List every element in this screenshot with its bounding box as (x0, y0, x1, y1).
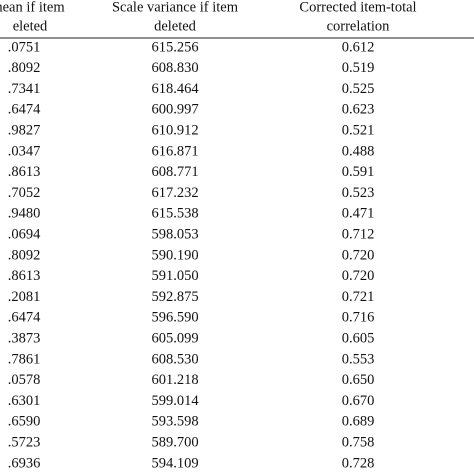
table-cell: 615.538 (151, 206, 198, 222)
header-cell: correlation (327, 18, 391, 34)
table-cell: 593.598 (151, 414, 198, 430)
table-cell: 605.099 (151, 331, 198, 347)
table-cell: 0.523 (342, 185, 375, 201)
table-cell: 0.720 (342, 268, 375, 284)
header-cell: deleted (154, 18, 197, 34)
table-cell: 599.014 (151, 393, 199, 409)
table-cell: .0694 (8, 227, 41, 243)
table-cell: 616.871 (151, 143, 198, 159)
table-cell: .7341 (8, 81, 41, 97)
table-cell: .8613 (8, 164, 41, 180)
table-cell: .0347 (8, 143, 41, 159)
table-cell: 0.689 (342, 414, 375, 430)
table-cell: 0.605 (342, 331, 375, 347)
header-cell: Scale variance if item (112, 0, 239, 15)
table-cell: 0.519 (342, 60, 375, 76)
table-cell: 0.553 (342, 351, 375, 367)
table-cell: 0.670 (342, 393, 375, 409)
table-cell: 608.771 (151, 164, 198, 180)
table-cell: 615.256 (151, 39, 198, 55)
table-cell: 0.591 (342, 164, 375, 180)
table-cell: .7861 (8, 351, 41, 367)
table-cell: 591.050 (151, 268, 198, 284)
header-cell: eleted (13, 18, 48, 34)
table-cell: 0.716 (342, 310, 375, 326)
table-cell: 0.721 (342, 289, 375, 305)
header-cell: nean if item (0, 0, 65, 15)
table-cell: 610.912 (151, 123, 198, 139)
table-cell: .9480 (8, 206, 41, 222)
table-cell: 0.488 (342, 143, 375, 159)
table-cell: 618.464 (151, 81, 199, 97)
table-cell: .0751 (8, 39, 41, 55)
table-cell: 596.590 (151, 310, 198, 326)
table-cell: 0.521 (342, 123, 375, 139)
table-cell: 594.109 (151, 455, 198, 471)
table-cell: .8613 (8, 268, 41, 284)
table-cell: .8092 (8, 247, 41, 263)
table-cell: 598.053 (151, 227, 198, 243)
table-cell: 0.712 (342, 227, 375, 243)
table-cell: .2081 (8, 289, 41, 305)
table-cell: .6936 (8, 455, 41, 471)
table-cell: 0.612 (342, 39, 375, 55)
table-cell: 600.997 (151, 102, 198, 118)
table-cell: 0.650 (342, 372, 375, 388)
table-cell: 0.728 (342, 455, 375, 471)
table-cell: 0.623 (342, 102, 375, 118)
table-cell: .8092 (8, 60, 41, 76)
table-cell: 608.530 (151, 351, 198, 367)
table-cell: .5723 (8, 435, 41, 451)
table-cell: 0.525 (342, 81, 375, 97)
table-cell: .6474 (8, 102, 41, 118)
table-cell: .7052 (8, 185, 41, 201)
table-cell: 589.700 (151, 435, 198, 451)
table-cell: .3873 (8, 331, 41, 347)
table-cell: 0.758 (342, 435, 375, 451)
table-cell: 0.720 (342, 247, 375, 263)
table-cell: 0.471 (342, 206, 375, 222)
table-cell: .0578 (8, 372, 41, 388)
table-cell: 592.875 (151, 289, 198, 305)
table-cell: .9827 (8, 123, 41, 139)
table-cell: .6301 (8, 393, 41, 409)
table-cell: 590.190 (151, 247, 198, 263)
table-cell: 601.218 (151, 372, 198, 388)
table-cell: 617.232 (151, 185, 198, 201)
table-cell: .6474 (8, 310, 41, 326)
header-cell: Corrected item-total (299, 0, 416, 15)
table-cell: .6590 (8, 414, 41, 430)
table-cell: 608.830 (151, 60, 198, 76)
